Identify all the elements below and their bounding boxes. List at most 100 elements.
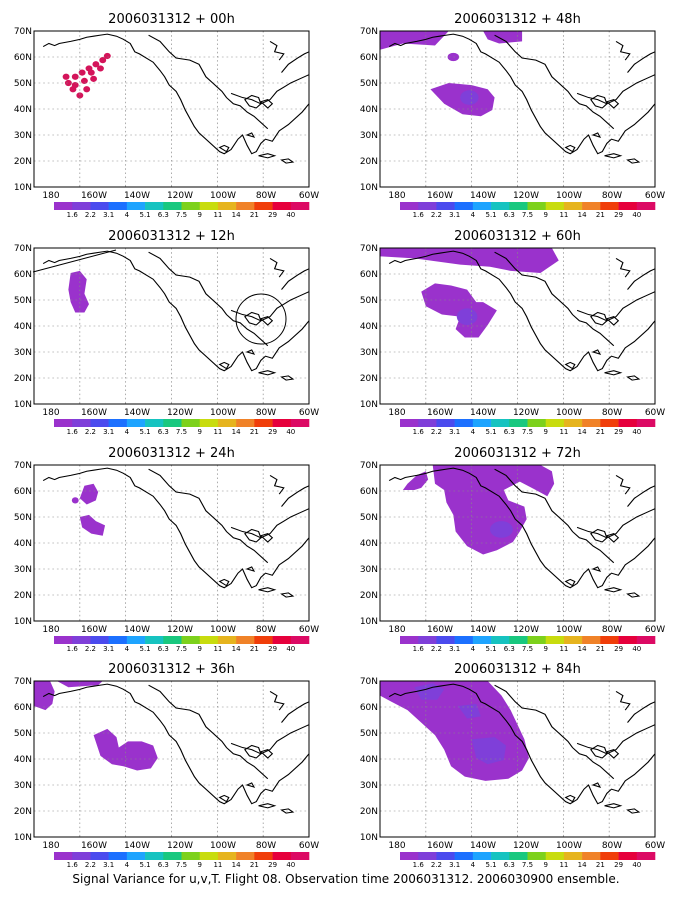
lon-tick-label: 60W bbox=[645, 191, 665, 201]
colorbar-label: 1.6 bbox=[67, 861, 79, 869]
lon-tick-label: 160W bbox=[81, 191, 107, 201]
lon-tick-label: 160W bbox=[427, 841, 453, 851]
lon-tick-label: 160W bbox=[81, 625, 107, 635]
lon-tick-label: 120W bbox=[167, 841, 193, 851]
lon-tick-label: 120W bbox=[167, 408, 193, 418]
colorbar-swatch bbox=[509, 636, 528, 644]
colorbar-label: 4 bbox=[125, 211, 130, 219]
colorbar-swatch bbox=[90, 202, 109, 210]
colorbar-swatch bbox=[145, 202, 164, 210]
colorbar-swatch bbox=[545, 202, 565, 210]
lon-tick-label: 60W bbox=[645, 625, 665, 635]
lat-tick-label: 30N bbox=[14, 131, 32, 141]
lat-tick-label: 30N bbox=[14, 565, 32, 575]
colorbar-label: 7.5 bbox=[176, 645, 187, 653]
colorbar-swatch bbox=[582, 202, 601, 210]
colorbar-swatch bbox=[163, 202, 182, 210]
coastline bbox=[388, 33, 655, 164]
colorbar-swatch bbox=[436, 852, 455, 860]
lat-tick-label: 20N bbox=[14, 807, 32, 817]
lon-tick-label: 100W bbox=[556, 408, 582, 418]
lat-tick-label: 30N bbox=[14, 348, 32, 358]
colorbar-label: 29 bbox=[268, 645, 277, 653]
colorbar-label: 6.3 bbox=[158, 211, 169, 219]
colorbar-swatch bbox=[582, 852, 601, 860]
colorbar-swatch bbox=[600, 419, 619, 427]
colorbar-swatch bbox=[527, 202, 547, 210]
map-frame bbox=[379, 30, 656, 188]
lat-tick-label: 20N bbox=[360, 374, 378, 384]
colorbar-label: 29 bbox=[614, 211, 623, 219]
colorbar-label: 40 bbox=[632, 645, 641, 653]
lat-tick-label: 50N bbox=[14, 513, 32, 523]
colorbar-swatch bbox=[600, 202, 619, 210]
colorbar-swatch bbox=[181, 202, 201, 210]
colorbar-label: 7.5 bbox=[176, 861, 187, 869]
colorbar-label: 21 bbox=[596, 428, 605, 436]
variance-field bbox=[62, 52, 111, 99]
colorbar-label: 1.6 bbox=[67, 211, 79, 219]
panel-title: 2006031312 + 24h bbox=[108, 446, 235, 461]
colorbar-label: 6.3 bbox=[504, 211, 515, 219]
lat-tick-label: 30N bbox=[360, 781, 378, 791]
lon-tick-label: 100W bbox=[210, 625, 236, 635]
colorbar-label: 14 bbox=[578, 211, 587, 219]
panels-layer: 2006031312 + 00h 10N 20N 30N 40N 50N 60N 70N 180… bbox=[14, 12, 665, 869]
lat-tick-label: 10N bbox=[360, 833, 378, 843]
colorbar-swatch bbox=[454, 202, 474, 210]
colorbar-swatch bbox=[290, 636, 310, 644]
colorbar-label: 14 bbox=[578, 645, 587, 653]
colorbar-swatch bbox=[582, 419, 601, 427]
colorbar-label: 40 bbox=[632, 861, 641, 869]
colorbar-label: 2.2 bbox=[85, 211, 96, 219]
colorbar-label: 3.1 bbox=[103, 211, 114, 219]
colorbar-label: 5.1 bbox=[486, 428, 497, 436]
colorbar-label: 5.1 bbox=[140, 645, 151, 653]
lat-tick-label: 50N bbox=[360, 79, 378, 89]
map-frame bbox=[33, 680, 310, 838]
colorbar-swatch bbox=[472, 419, 492, 427]
lat-tick-label: 70N bbox=[14, 27, 32, 37]
colorbar-swatch bbox=[545, 636, 565, 644]
figure-caption: Signal Variance for u,v,T. Flight 08. Ob… bbox=[72, 872, 620, 886]
colorbar-label: 5.1 bbox=[486, 861, 497, 869]
colorbar-label: 6.3 bbox=[504, 645, 515, 653]
colorbar-label: 29 bbox=[614, 428, 623, 436]
colorbar-swatch bbox=[72, 202, 91, 210]
colorbar-label: 4 bbox=[471, 211, 476, 219]
colorbar-label: 2.2 bbox=[85, 645, 96, 653]
lat-tick-label: 40N bbox=[360, 755, 378, 765]
lat-tick-label: 60N bbox=[360, 487, 378, 497]
colorbar-label: 3.1 bbox=[449, 861, 460, 869]
map-frame bbox=[379, 680, 656, 838]
colorbar-swatch bbox=[108, 419, 128, 427]
lat-tick-label: 50N bbox=[360, 296, 378, 306]
colorbar-swatch bbox=[618, 202, 638, 210]
lon-tick-label: 100W bbox=[556, 625, 582, 635]
lat-tick-label: 40N bbox=[360, 539, 378, 549]
lon-tick-label: 180 bbox=[388, 841, 405, 851]
colorbar-swatch bbox=[454, 419, 474, 427]
colorbar-swatch bbox=[181, 419, 201, 427]
map-area bbox=[380, 465, 655, 621]
coastline bbox=[42, 250, 309, 381]
colorbar-swatch bbox=[436, 202, 455, 210]
lon-tick-label: 120W bbox=[513, 625, 539, 635]
lon-tick-label: 180 bbox=[42, 625, 59, 635]
colorbar-label: 7.5 bbox=[522, 428, 533, 436]
colorbar-swatch bbox=[491, 636, 510, 644]
map-area bbox=[34, 681, 309, 837]
colorbar-label: 9 bbox=[197, 211, 201, 219]
lat-tick-label: 10N bbox=[14, 183, 32, 193]
colorbar-swatch bbox=[400, 852, 419, 860]
colorbar-label: 11 bbox=[559, 645, 568, 653]
colorbar-label: 5.1 bbox=[140, 428, 151, 436]
lat-tick-label: 20N bbox=[14, 374, 32, 384]
lon-tick-label: 140W bbox=[470, 625, 496, 635]
colorbar-label: 6.3 bbox=[504, 428, 515, 436]
colorbar-swatch bbox=[254, 636, 273, 644]
great-lakes bbox=[244, 528, 273, 543]
lat-tick-label: 70N bbox=[360, 677, 378, 687]
lon-tick-label: 140W bbox=[124, 408, 150, 418]
colorbar-swatch bbox=[436, 419, 455, 427]
